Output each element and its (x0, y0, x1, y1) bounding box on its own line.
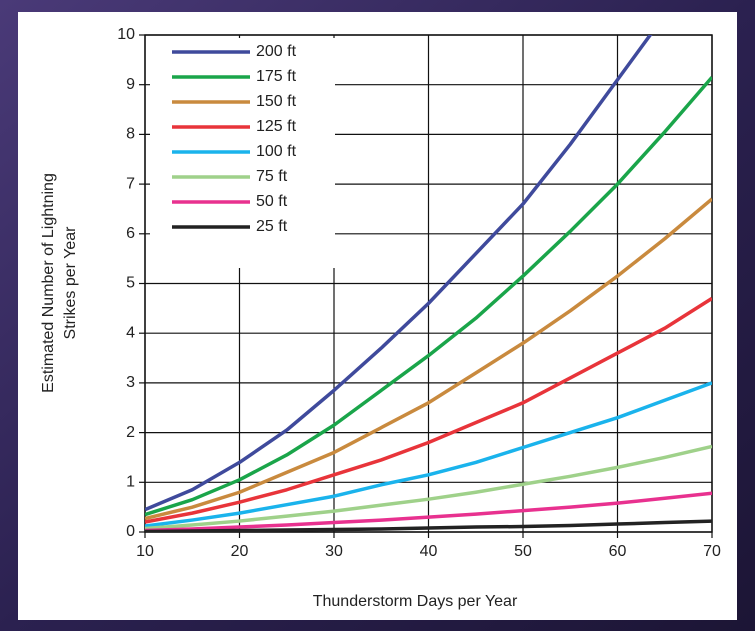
legend-label: 125 ft (256, 118, 297, 135)
y-tick-label: 5 (126, 275, 135, 292)
chart: 0 1 2 3 4 5 6 7 8 9 10 10 20 30 40 50 60 70 200 ft 175 ft 1… (0, 0, 755, 631)
legend-label: 25 ft (256, 218, 288, 235)
x-tick-label: 70 (703, 543, 721, 560)
y-tick-label: 6 (126, 225, 135, 242)
y-tick-label: 4 (126, 324, 135, 341)
legend-label: 100 ft (256, 143, 297, 160)
legend-label: 50 ft (256, 193, 288, 210)
x-tick-label: 40 (420, 543, 438, 560)
legend-label: 175 ft (256, 68, 297, 85)
y-tick-label: 0 (126, 523, 135, 540)
y-tick-label: 2 (126, 424, 135, 441)
y-axis-label: Estimated Number of Lightning (40, 173, 57, 393)
x-axis-label: Thunderstorm Days per Year (313, 593, 518, 610)
y-tick-label: 3 (126, 374, 135, 391)
y-tick-label: 1 (126, 474, 135, 491)
y-tick-label: 9 (126, 76, 135, 93)
x-tick-label: 20 (231, 543, 249, 560)
y-tick-label: 8 (126, 126, 135, 143)
y-tick-label: 10 (117, 26, 135, 43)
legend-label: 150 ft (256, 93, 297, 110)
x-tick-label: 60 (609, 543, 627, 560)
legend-label: 200 ft (256, 43, 297, 60)
x-tick-label: 10 (136, 543, 154, 560)
legend-label: 75 ft (256, 168, 288, 185)
x-tick-label: 50 (514, 543, 532, 560)
y-axis-label: Strikes per Year (62, 226, 79, 340)
x-tick-label: 30 (325, 543, 343, 560)
y-tick-label: 7 (126, 175, 135, 192)
